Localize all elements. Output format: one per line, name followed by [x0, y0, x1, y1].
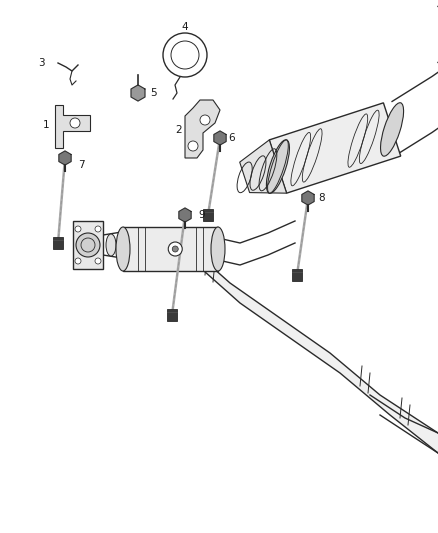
Bar: [73, 221, 103, 269]
Text: 5: 5: [150, 88, 157, 98]
Text: 6: 6: [228, 133, 235, 143]
Circle shape: [188, 141, 198, 151]
Polygon shape: [179, 208, 191, 222]
Circle shape: [75, 258, 81, 264]
Circle shape: [75, 226, 81, 232]
Bar: [203, 209, 213, 221]
Polygon shape: [269, 103, 401, 193]
Circle shape: [95, 258, 101, 264]
Ellipse shape: [106, 234, 116, 256]
Circle shape: [70, 118, 80, 128]
Polygon shape: [131, 85, 145, 101]
Text: 1: 1: [43, 120, 49, 130]
Circle shape: [168, 242, 182, 256]
Polygon shape: [185, 100, 220, 158]
Circle shape: [76, 233, 100, 257]
Bar: [123, 227, 218, 271]
Circle shape: [172, 246, 178, 252]
Bar: [167, 309, 177, 321]
Polygon shape: [55, 105, 90, 148]
Polygon shape: [185, 243, 438, 453]
Ellipse shape: [211, 227, 225, 271]
Polygon shape: [214, 131, 226, 145]
Text: 9: 9: [198, 210, 205, 220]
Text: 4: 4: [182, 22, 188, 32]
Text: 8: 8: [318, 193, 325, 203]
Bar: [292, 269, 302, 281]
Polygon shape: [302, 191, 314, 205]
Bar: [53, 237, 63, 249]
Text: 3: 3: [38, 58, 45, 68]
Ellipse shape: [381, 103, 403, 156]
Circle shape: [200, 115, 210, 125]
Text: 2: 2: [175, 125, 182, 135]
Polygon shape: [240, 140, 286, 193]
Text: 7: 7: [78, 160, 85, 170]
Circle shape: [95, 226, 101, 232]
Ellipse shape: [266, 140, 290, 193]
Ellipse shape: [116, 227, 130, 271]
Polygon shape: [59, 151, 71, 165]
